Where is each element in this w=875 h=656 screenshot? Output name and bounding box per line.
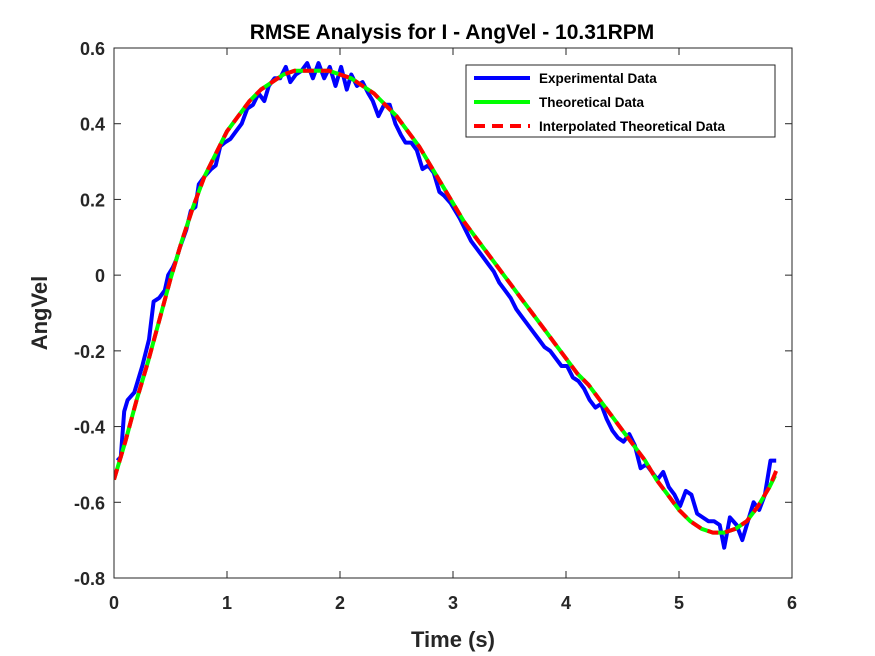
y-tick-label: 0 xyxy=(95,266,105,286)
x-tick-label: 2 xyxy=(335,593,345,613)
y-tick-label: 0.2 xyxy=(80,190,105,210)
x-tick-label: 4 xyxy=(561,593,571,613)
x-tick-label: 5 xyxy=(674,593,684,613)
x-tick-label: 1 xyxy=(222,593,232,613)
series-line-interpolated-theoretical-data xyxy=(114,68,780,535)
chart-title: RMSE Analysis for I - AngVel - 10.31RPM xyxy=(250,21,655,44)
y-tick-label: -0.8 xyxy=(74,569,105,589)
series-layer xyxy=(114,61,780,550)
y-tick-label: 0.4 xyxy=(80,115,105,135)
y-tick-label: -0.2 xyxy=(74,342,105,362)
x-tick-label: 0 xyxy=(109,593,119,613)
series-line-experimental-data xyxy=(115,61,777,550)
y-tick-label: -0.6 xyxy=(74,493,105,513)
legend-label-experimental: Experimental Data xyxy=(539,71,657,86)
y-tick-label: 0.6 xyxy=(80,39,105,59)
x-axis-label: Time (s) xyxy=(411,627,495,652)
tick-layer: 0 1 2 3 4 5 6 -0.8 -0.6 -0.4 -0.2 0 0.2 0.4 0.6 xyxy=(74,39,797,613)
legend-label-theoretical: Theoretical Data xyxy=(539,95,645,110)
legend-label-interpolated: Interpolated Theoretical Data xyxy=(539,119,726,134)
x-tick-label: 6 xyxy=(787,593,797,613)
y-axis-label: AngVel xyxy=(27,276,52,351)
x-tick-label: 3 xyxy=(448,593,458,613)
legend: Experimental Data Theoretical Data Inter… xyxy=(465,64,776,138)
y-tick-label: -0.4 xyxy=(74,418,105,438)
